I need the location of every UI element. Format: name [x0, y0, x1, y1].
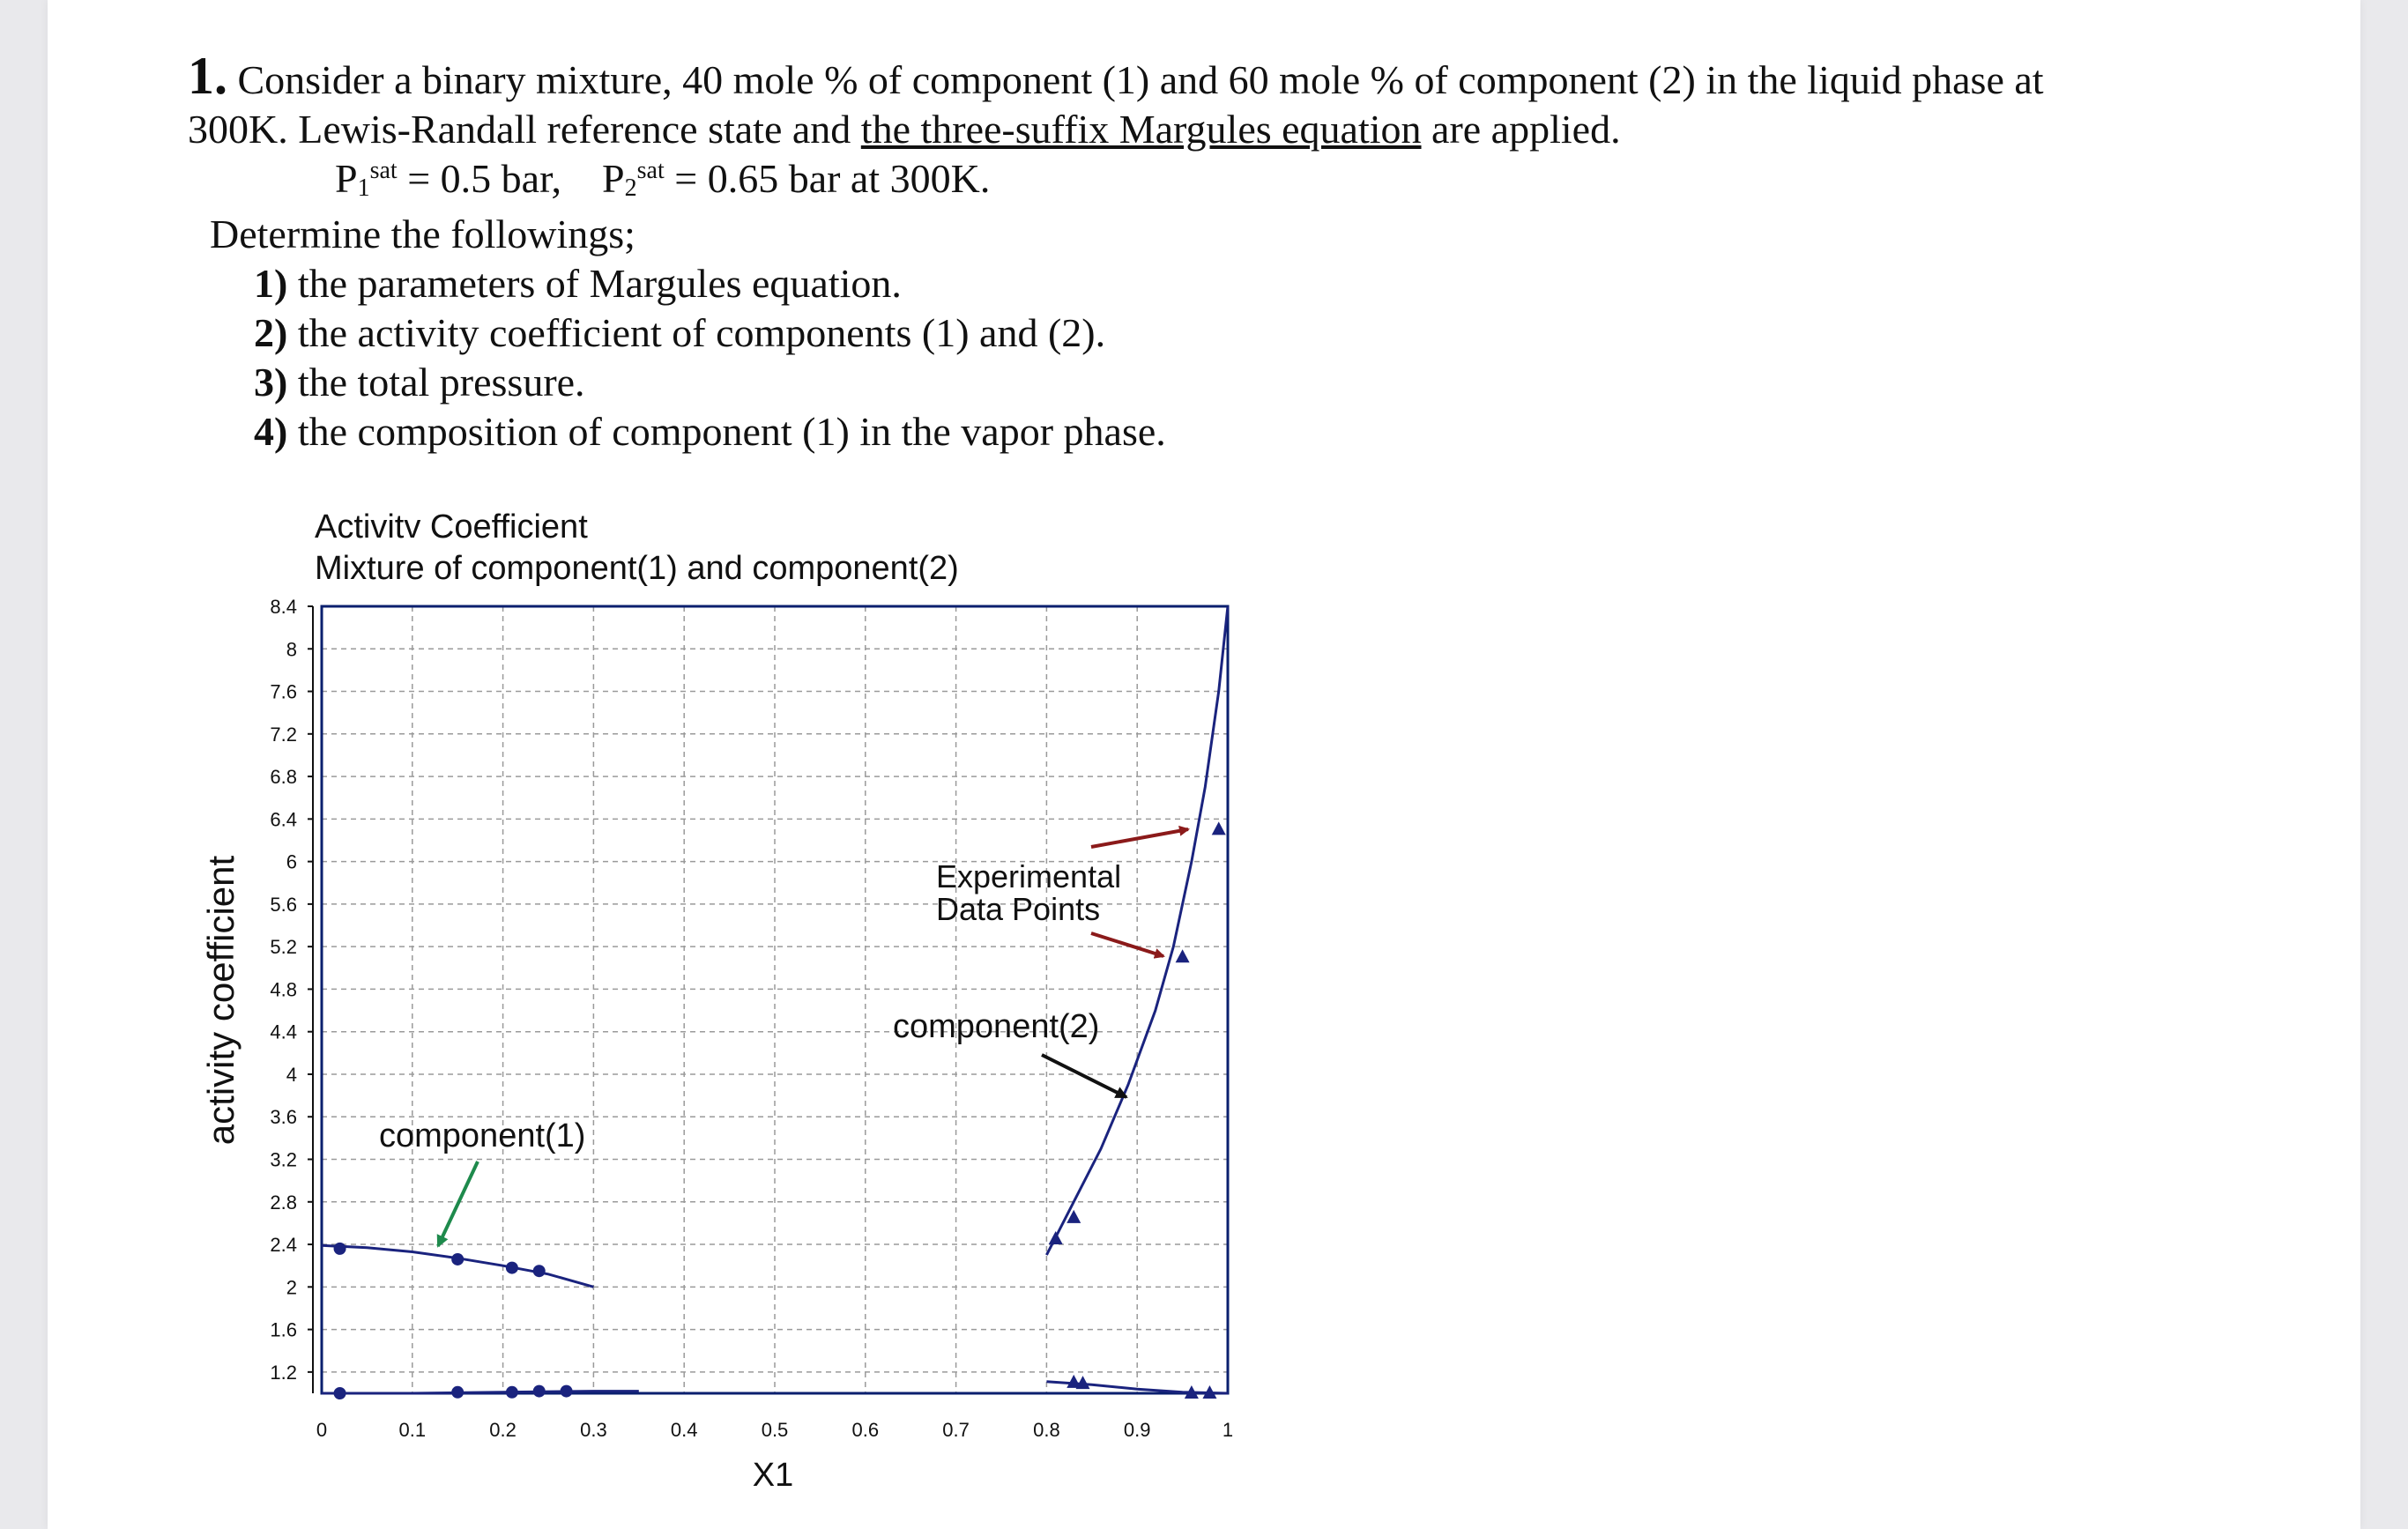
- p1-sup: sat: [369, 157, 398, 184]
- y-tick-label: 4: [286, 1064, 297, 1086]
- x-tick-label: 0.6: [852, 1419, 880, 1441]
- component-1-label: component(1): [379, 1117, 585, 1154]
- component-2-label: component(2): [893, 1008, 1099, 1045]
- chart-grid: [321, 605, 1229, 1393]
- data-point: [560, 1384, 573, 1398]
- y-tick-label: 2: [286, 1276, 297, 1298]
- saturation-pressures: P1sat = 0.5 bar, P2sat = 0.65 bar at 300…: [188, 154, 2044, 210]
- data-point: [1067, 1209, 1081, 1223]
- problem-line-1: 1. Consider a binary mixture, 40 mole % …: [188, 49, 2044, 105]
- y-tick-label: 7.2: [270, 724, 297, 746]
- x-tick-labels: 0 0.1 0.2 0.3 0.4 0.5 0.6 0.7 0.8 0.9 1: [316, 1419, 1233, 1441]
- arrow-component-1: [436, 1161, 479, 1248]
- p1-label: P: [335, 156, 358, 201]
- data-point: [1202, 1385, 1217, 1399]
- data-point: [1075, 1376, 1090, 1390]
- y-tick-label: 1.2: [270, 1362, 297, 1384]
- data-point: [1067, 1374, 1081, 1388]
- data-point: [451, 1385, 465, 1399]
- y-tick-label: 6.8: [270, 766, 297, 788]
- arrow-to-point-upper: [1090, 825, 1190, 849]
- document-page: [48, 0, 2360, 1529]
- question-item: 2) the activity coefficient of component…: [188, 308, 2044, 358]
- x-axis-label: X1: [753, 1457, 793, 1494]
- problem-text-2a: 300K. Lewis-Randall reference state and: [188, 107, 861, 152]
- p2-sub: 2: [624, 174, 637, 202]
- y-tick-label: 2.4: [270, 1234, 297, 1256]
- y-tick-label: 4.4: [270, 1021, 297, 1043]
- data-points-label: Data Points: [936, 891, 1100, 927]
- item-text: the parameters of Margules equation.: [287, 261, 902, 306]
- arrow-component-2: [1041, 1053, 1128, 1099]
- data-point: [505, 1385, 518, 1399]
- x-tick-label: 0.7: [942, 1419, 970, 1441]
- item-text: the activity coefficient of components (…: [287, 310, 1106, 355]
- series-line: [322, 1390, 639, 1395]
- item-number: 1): [254, 261, 288, 306]
- series-line: [321, 1243, 594, 1288]
- plot-frame: [320, 605, 1230, 1395]
- problem-text-2b: are applied.: [1421, 107, 1621, 152]
- y-tick-label: 3.2: [270, 1149, 297, 1171]
- chart-subtitle: Mixture of component(1) and component(2): [315, 550, 959, 587]
- x-tick-label: 0.8: [1033, 1419, 1060, 1441]
- problem-number: 1.: [188, 47, 227, 105]
- y-tick-label: 6.4: [270, 808, 297, 830]
- x-tick-label: 0.4: [671, 1419, 698, 1441]
- data-point: [1175, 949, 1190, 963]
- y-tick-label: 4.8: [270, 978, 297, 1000]
- margules-underline: the three-suffix Margules equation: [860, 107, 1422, 152]
- data-point: [532, 1384, 546, 1398]
- y-tick-label: 1.6: [270, 1319, 297, 1341]
- problem-text-1: Consider a binary mixture, 40 mole % of …: [237, 57, 2044, 102]
- p2-label: P: [602, 156, 625, 201]
- item-number: 2): [254, 310, 288, 355]
- p1-value: = 0.5 bar,: [397, 156, 562, 201]
- experimental-label: Experimental: [936, 858, 1121, 894]
- x-tick-label: 0.9: [1124, 1419, 1151, 1441]
- determine-line: Determine the followings;: [210, 212, 635, 256]
- data-point: [333, 1387, 346, 1399]
- x-tick-label: 1: [1223, 1419, 1233, 1441]
- data-point: [451, 1252, 465, 1266]
- y-tick-labels: 8.4 8 7.6 7.2 6.8 6.4 6 5.6 5.2 4.8 4.4 4 3.6 3.2 2.8 2…: [270, 596, 313, 1384]
- question-item: 1) the parameters of Margules equation.: [188, 259, 2044, 308]
- y-tick-label: 6: [286, 851, 297, 873]
- problem-statement: 1. Consider a binary mixture, 40 mole % …: [188, 49, 2044, 456]
- x-tick-label: 0.5: [762, 1419, 789, 1441]
- p2-value: = 0.65 bar at 300K.: [664, 156, 991, 201]
- x-tick-label: 0.2: [489, 1419, 517, 1441]
- data-point: [333, 1242, 346, 1255]
- chart-title: Activitv Coefficient: [315, 508, 588, 546]
- item-text: the composition of component (1) in the …: [287, 409, 1166, 454]
- arrow-to-point-lower: [1090, 932, 1165, 959]
- data-point: [1048, 1231, 1063, 1245]
- p2-sup: sat: [636, 157, 665, 184]
- p1-sub: 1: [357, 174, 370, 202]
- data-point: [1211, 821, 1226, 835]
- series-line: [1045, 605, 1230, 1256]
- problem-line-2: 300K. Lewis-Randall reference state and …: [188, 105, 2044, 154]
- question-item: 3) the total pressure.: [188, 358, 2044, 407]
- x-tick-label: 0.3: [580, 1419, 607, 1441]
- y-tick-label: 3.6: [270, 1106, 297, 1128]
- y-tick-label: 5.6: [270, 894, 297, 916]
- y-axis-label: activity coefficient: [200, 855, 242, 1145]
- y-tick-label: 7.6: [270, 681, 297, 703]
- data-point: [532, 1265, 546, 1278]
- y-tick-label: 8.4: [270, 596, 297, 618]
- data-point: [505, 1261, 518, 1274]
- y-tick-label: 5.2: [270, 936, 297, 958]
- question-item: 4) the composition of component (1) in t…: [188, 407, 2044, 456]
- item-number: 3): [254, 360, 288, 405]
- series-layer: [321, 605, 1230, 1399]
- x-tick-label: 0: [316, 1419, 327, 1441]
- x-tick-label: 0.1: [399, 1419, 427, 1441]
- item-number: 4): [254, 409, 288, 454]
- item-text: the total pressure.: [287, 360, 585, 405]
- data-point: [1184, 1385, 1199, 1399]
- y-tick-label: 2.8: [270, 1191, 297, 1214]
- y-tick-label: 8: [286, 638, 297, 660]
